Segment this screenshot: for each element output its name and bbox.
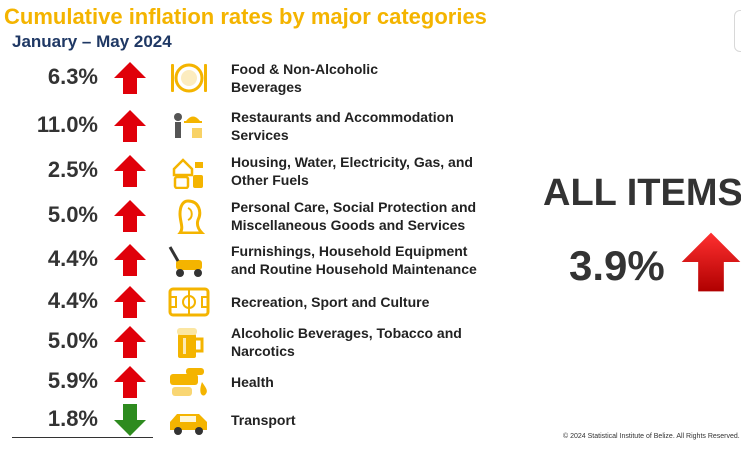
category-row: 2.5% Housing, Water, Electricity, Gas, an… bbox=[0, 151, 520, 191]
category-label: Food & Non-Alcoholic Beverages bbox=[231, 61, 378, 95]
corner-frame bbox=[734, 10, 741, 52]
up-arrow-icon bbox=[114, 110, 146, 142]
waiter-icon bbox=[174, 113, 202, 138]
category-row: 4.4% Recreation, Sport and Culture bbox=[0, 282, 520, 322]
sports-field-icon bbox=[168, 287, 210, 317]
down-arrow-icon bbox=[114, 404, 146, 436]
category-row: 6.3% Food & Non-Alcoholic Beverages bbox=[0, 58, 520, 98]
category-label: Transport bbox=[231, 412, 296, 428]
lawn-mower-icon bbox=[168, 246, 202, 277]
up-arrow-icon bbox=[114, 286, 146, 318]
category-label: Alcoholic Beverages, Tobacco and Narcoti… bbox=[231, 325, 462, 359]
category-row: 5.0% Personal Care, Social Protection and… bbox=[0, 196, 520, 236]
chart-title: Cumulative inflation rates by major cate… bbox=[4, 4, 487, 29]
category-label: Housing, Water, Electricity, Gas, and Ot… bbox=[231, 154, 473, 188]
category-value: 5.0% bbox=[47, 202, 98, 227]
category-label: Personal Care, Social Protection and Mis… bbox=[231, 199, 477, 233]
category-label: Restaurants and Accommodation Services bbox=[231, 109, 454, 143]
category-row: 5.9% Health bbox=[0, 362, 520, 402]
category-value: 4.4% bbox=[47, 246, 98, 271]
category-value: 5.0% bbox=[47, 328, 98, 353]
category-row: 5.0% Alcoholic Beverages, Tobacco and Nar… bbox=[0, 322, 520, 362]
category-value: 11.0% bbox=[36, 112, 98, 137]
up-arrow-icon bbox=[114, 366, 146, 398]
all-items-value: 3.9% bbox=[569, 242, 665, 289]
up-arrow-icon bbox=[114, 155, 146, 187]
category-value: 4.4% bbox=[47, 288, 98, 313]
car-icon bbox=[170, 414, 207, 435]
category-row: 11.0% Restaurants and Accommodation Servi… bbox=[0, 106, 520, 146]
category-label: Furnishings, Household Equipment and Rou… bbox=[231, 243, 477, 277]
category-value: 2.5% bbox=[47, 157, 98, 182]
all-items-label: ALL ITEMS bbox=[543, 172, 741, 214]
baseline-rule bbox=[12, 437, 153, 438]
category-label: Health bbox=[231, 374, 274, 390]
up-arrow-icon bbox=[114, 244, 146, 276]
all-items-up-arrow-icon bbox=[681, 232, 741, 292]
category-row: 4.4% Furnishings, Household Equipment and… bbox=[0, 240, 520, 280]
copyright-text: © 2024 Statistical Institute of Belize. … bbox=[563, 433, 740, 440]
category-row: 1.8% Transport bbox=[0, 400, 520, 440]
house-utilities-icon bbox=[172, 158, 203, 189]
up-arrow-icon bbox=[114, 62, 146, 94]
category-value: 1.8% bbox=[47, 406, 98, 431]
beer-mug-icon bbox=[177, 328, 204, 358]
category-value: 6.3% bbox=[47, 64, 98, 89]
woman-head-icon bbox=[177, 199, 206, 234]
category-value: 5.9% bbox=[47, 368, 98, 393]
plate-cutlery-icon bbox=[171, 63, 207, 93]
chart-subtitle: January – May 2024 bbox=[12, 32, 172, 51]
hand-drop-icon bbox=[170, 368, 207, 396]
category-label: Recreation, Sport and Culture bbox=[231, 294, 430, 310]
up-arrow-icon bbox=[114, 326, 146, 358]
up-arrow-icon bbox=[114, 200, 146, 232]
